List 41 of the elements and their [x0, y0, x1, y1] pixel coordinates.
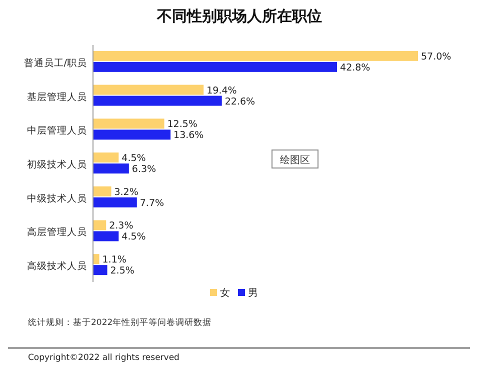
- data-label: 1.1%: [102, 254, 126, 266]
- data-label: 2.3%: [109, 220, 134, 232]
- bar: [93, 265, 108, 276]
- legend-label: 女: [220, 287, 230, 299]
- y-tick-label: 高层管理人员: [27, 226, 87, 238]
- bar: [93, 231, 119, 242]
- y-tick-label: 高级技术人员: [27, 260, 87, 272]
- bar: [93, 118, 164, 129]
- data-label: 42.8%: [340, 62, 370, 74]
- text: Copyright©2022 all rights reserved: [28, 353, 180, 363]
- data-label: 13.6%: [174, 130, 204, 142]
- y-tick-label: 初级技术人员: [27, 158, 87, 170]
- data-label: 2.5%: [110, 266, 134, 277]
- y-tick-label: 基层管理人员: [27, 90, 87, 103]
- bar: [93, 254, 100, 264]
- y-tick-label: 普通员工/职员: [24, 56, 87, 69]
- bar: [93, 164, 129, 174]
- y-tick-label: 中层管理人员: [27, 124, 87, 137]
- bar: [93, 96, 222, 106]
- bar: [93, 152, 119, 162]
- data-label: 4.5%: [122, 232, 146, 243]
- y-tick-label: 中级技术人员: [27, 192, 87, 204]
- chart-title: 不同性别职场人所在职位: [156, 7, 322, 25]
- legend-label: 男: [248, 288, 258, 299]
- text: 统计规则：基于2022年性别平等问卷调研数据: [28, 317, 212, 328]
- bar: [93, 62, 338, 72]
- data-label: 19.4%: [206, 85, 237, 96]
- data-label: 22.6%: [224, 96, 256, 108]
- bar: [93, 186, 112, 196]
- data-label: 7.7%: [140, 198, 164, 209]
- data-label: 57.0%: [421, 51, 452, 62]
- data-label: 12.5%: [167, 119, 198, 130]
- bar: [93, 220, 106, 230]
- bar: [93, 130, 171, 140]
- bar: [93, 84, 204, 95]
- data-label: 6.3%: [132, 164, 156, 175]
- data-label: 3.2%: [114, 186, 138, 198]
- annotation: 绘图区: [280, 154, 310, 166]
- bar: [93, 197, 137, 208]
- data-label: 4.5%: [122, 153, 146, 164]
- bar: [93, 50, 418, 61]
